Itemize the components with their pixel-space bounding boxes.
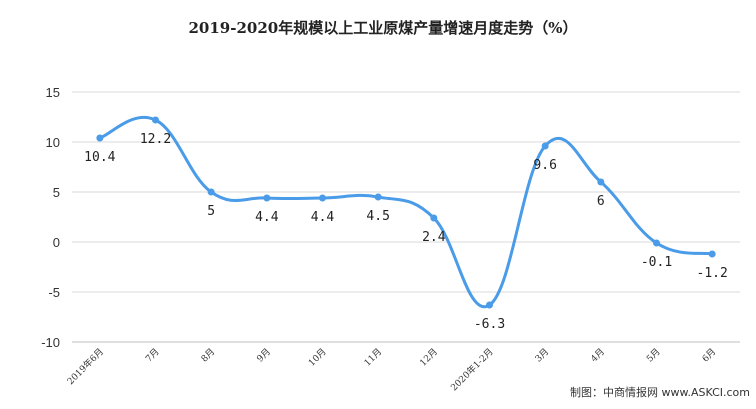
data-label: 4.4: [255, 210, 279, 225]
data-label: 4.5: [366, 209, 389, 224]
x-tick-label: 11月: [362, 346, 384, 368]
data-label: 10.4: [84, 150, 115, 165]
y-tick-label: 15: [46, 85, 60, 100]
data-point: [541, 142, 549, 150]
y-tick-label: -10: [41, 335, 60, 350]
x-tick-label: 9月: [255, 346, 273, 364]
x-tick-label: 3月: [533, 346, 551, 364]
data-point: [374, 193, 382, 201]
data-label: 2.4: [422, 230, 446, 245]
series-line: [99, 116, 713, 309]
data-point: [486, 301, 493, 309]
data-point: [653, 239, 660, 247]
y-tick-label: -5: [48, 285, 60, 300]
data-point: [430, 214, 438, 222]
data-point: [263, 194, 271, 202]
data-label: 9.6: [533, 158, 556, 173]
data-label: 12.2: [140, 132, 171, 147]
data-label: 4.4: [311, 210, 335, 225]
x-tick-label: 2019年6月: [64, 346, 105, 387]
data-point: [96, 134, 104, 142]
x-tick-label: 2020年1-2月: [448, 346, 496, 394]
x-tick-label: 5月: [644, 346, 662, 364]
source-credit: 制图：中商情报网 www.ASKCI.com: [570, 385, 750, 399]
y-axis-ticks: -10 -5 0 5 10 15: [41, 85, 60, 350]
data-label: 5: [207, 204, 215, 219]
data-point: [152, 116, 159, 124]
data-labels: 10.4 12.2 5 4.4 4.4 4.5 2.4 -6.3 9.6 6 -0.1 -1.2: [84, 132, 728, 332]
data-point: [708, 250, 716, 258]
data-label: -6.3: [474, 317, 505, 332]
y-tick-label: 0: [53, 235, 60, 250]
x-tick-label: 12月: [418, 346, 440, 368]
y-tick-label: 5: [53, 185, 60, 200]
data-point: [207, 188, 215, 196]
data-label: -0.1: [641, 255, 672, 270]
x-tick-label: 6月: [700, 346, 718, 364]
gridlines: [72, 91, 740, 343]
data-label: 6: [597, 194, 605, 209]
x-tick-label: 7月: [143, 346, 161, 364]
chart-title: 2019-2020年规模以上工业原煤产量增速月度走势（%）: [189, 19, 578, 37]
data-point: [597, 178, 605, 186]
x-tick-label: 10月: [306, 346, 328, 368]
data-point: [319, 194, 326, 202]
x-tick-label: 8月: [199, 346, 217, 364]
y-tick-label: 10: [46, 135, 60, 150]
data-label: -1.2: [697, 266, 728, 281]
data-points: [96, 116, 716, 309]
x-tick-label: 4月: [589, 346, 607, 364]
